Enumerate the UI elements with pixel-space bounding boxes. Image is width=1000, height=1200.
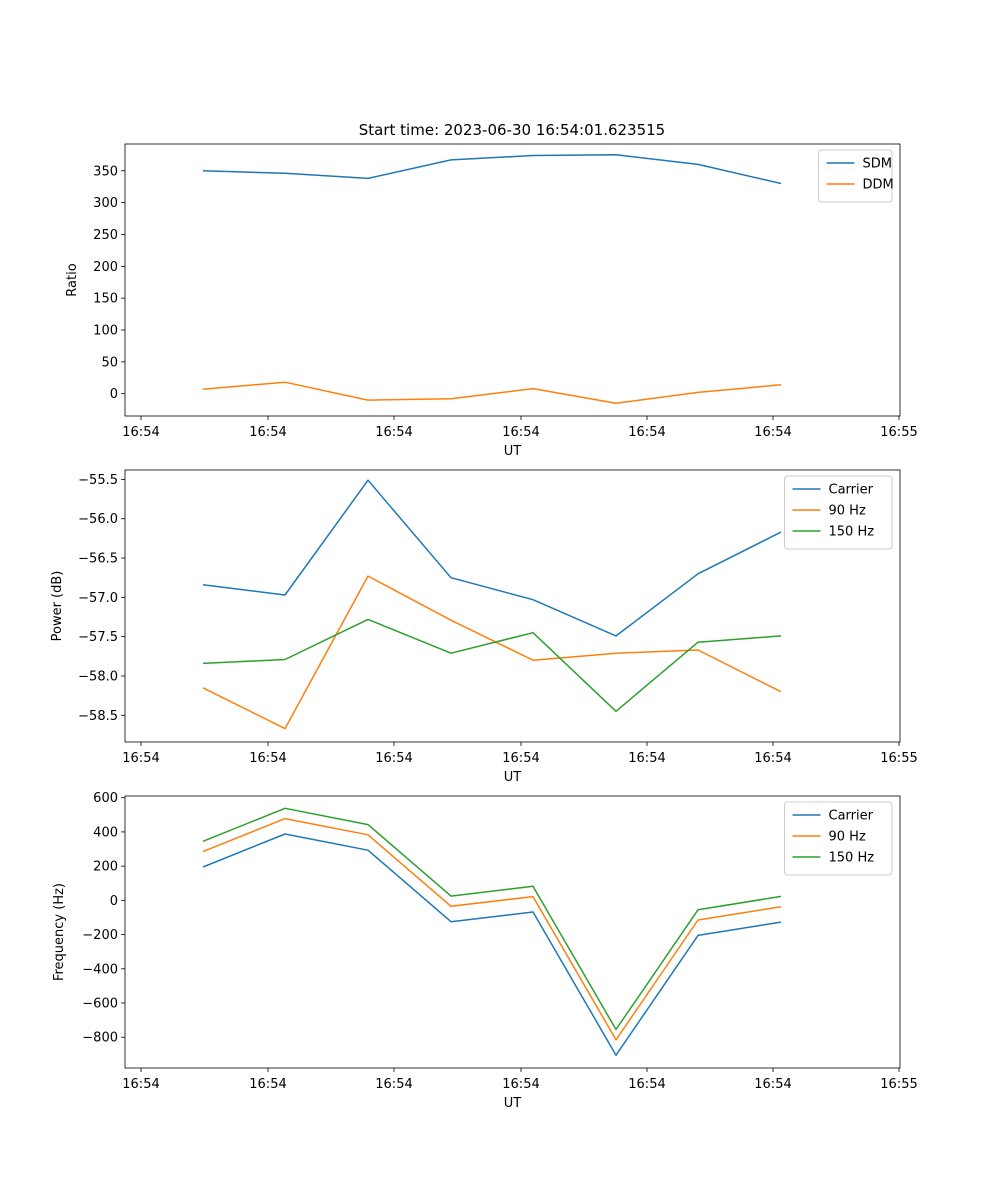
x-axis-label: UT [504, 444, 522, 459]
y-tick-label: −800 [82, 1031, 118, 1046]
x-tick-label: 16:54 [249, 1077, 286, 1092]
x-axis-label: UT [504, 770, 522, 785]
x-tick-label: 16:54 [375, 425, 412, 440]
x-tick-label: 16:54 [628, 425, 665, 440]
y-tick-label: 250 [93, 228, 118, 243]
legend-label: 90 Hz [829, 504, 866, 519]
series-line-150-hz [202, 618, 782, 713]
series-line-carrier [202, 479, 782, 637]
x-tick-label: 16:54 [754, 1077, 791, 1092]
series-line-carrier [202, 833, 782, 1056]
legend-label: 150 Hz [829, 525, 875, 540]
y-tick-label: −200 [82, 928, 118, 943]
y-tick-label: 200 [93, 860, 118, 875]
y-axis-label: Frequency (Hz) [52, 883, 67, 981]
x-tick-label: 16:54 [628, 1077, 665, 1092]
y-tick-label: 50 [101, 355, 118, 370]
y-tick-label: 400 [93, 825, 118, 840]
chart-panel-2: 16:54 16:54 16:54 16:54 16:54 16:54 16:55 −58.5… [50, 469, 918, 785]
legend-label: Carrier [829, 483, 874, 498]
y-tick-label: −57.0 [78, 591, 118, 606]
x-tick-label: 16:54 [502, 1077, 539, 1092]
series-line-90-hz [202, 817, 782, 1041]
axes-frame [124, 143, 901, 417]
x-tick-label: 16:54 [628, 751, 665, 766]
x-tick-label: 16:54 [375, 751, 412, 766]
series-line-90-hz [202, 575, 782, 730]
axes-frame [124, 469, 901, 743]
x-tick-label: 16:54 [754, 751, 791, 766]
y-axis-label: Ratio [65, 263, 80, 296]
x-axis-label: UT [504, 1096, 522, 1111]
series-line-150-hz [202, 807, 782, 1031]
y-tick-label: 200 [93, 260, 118, 275]
y-tick-label: −56.0 [78, 512, 118, 527]
y-tick-label: 0 [110, 894, 118, 909]
series-line-sdm [202, 154, 782, 185]
legend-label: 90 Hz [829, 830, 866, 845]
x-tick-label: 16:54 [122, 425, 159, 440]
x-tick-label: 16:54 [249, 751, 286, 766]
x-tick-label: 16:54 [502, 751, 539, 766]
panels: 16:54 16:54 16:54 16:54 16:54 16:54 16:55 0 50 10… [50, 143, 918, 1111]
x-tick-label: 16:55 [880, 425, 917, 440]
legend-label: DDM [863, 178, 894, 193]
y-tick-label: −58.0 [78, 669, 118, 684]
y-tick-label: 150 [93, 292, 118, 307]
y-tick-label: 100 [93, 324, 118, 339]
legend-label: 150 Hz [829, 851, 875, 866]
x-tick-label: 16:54 [502, 425, 539, 440]
y-tick-label: −600 [82, 996, 118, 1011]
series-line-ddm [202, 381, 782, 405]
x-tick-label: 16:54 [122, 751, 159, 766]
y-tick-label: 600 [93, 791, 118, 806]
x-tick-label: 16:55 [880, 1077, 917, 1092]
chart-panel-3: 16:54 16:54 16:54 16:54 16:54 16:54 16:55 −800 −… [52, 791, 918, 1111]
y-tick-label: −58.5 [78, 709, 118, 724]
y-tick-label: −56.5 [78, 552, 118, 567]
x-tick-label: 16:54 [249, 425, 286, 440]
y-tick-label: −400 [82, 962, 118, 977]
y-tick-label: 300 [93, 196, 118, 211]
chart-panel-1: 16:54 16:54 16:54 16:54 16:54 16:54 16:55 0 50 10… [65, 143, 918, 459]
x-tick-label: 16:54 [122, 1077, 159, 1092]
axes-frame [124, 795, 901, 1069]
y-tick-label: 0 [110, 387, 118, 402]
y-tick-label: −57.5 [78, 630, 118, 645]
legend: Carrier 90 Hz 150 Hz [784, 475, 893, 550]
legend-label: SDM [863, 157, 892, 172]
x-tick-label: 16:55 [880, 751, 917, 766]
figure-title: Start time: 2023-06-30 16:54:01.623515 [359, 121, 665, 139]
y-tick-label: 350 [93, 164, 118, 179]
y-axis-label: Power (dB) [50, 571, 65, 642]
legend: SDM DDM [818, 149, 894, 203]
x-tick-label: 16:54 [375, 1077, 412, 1092]
y-tick-label: −55.5 [78, 473, 118, 488]
legend-label: Carrier [829, 809, 874, 824]
x-tick-label: 16:54 [754, 425, 791, 440]
legend: Carrier 90 Hz 150 Hz [784, 801, 893, 876]
